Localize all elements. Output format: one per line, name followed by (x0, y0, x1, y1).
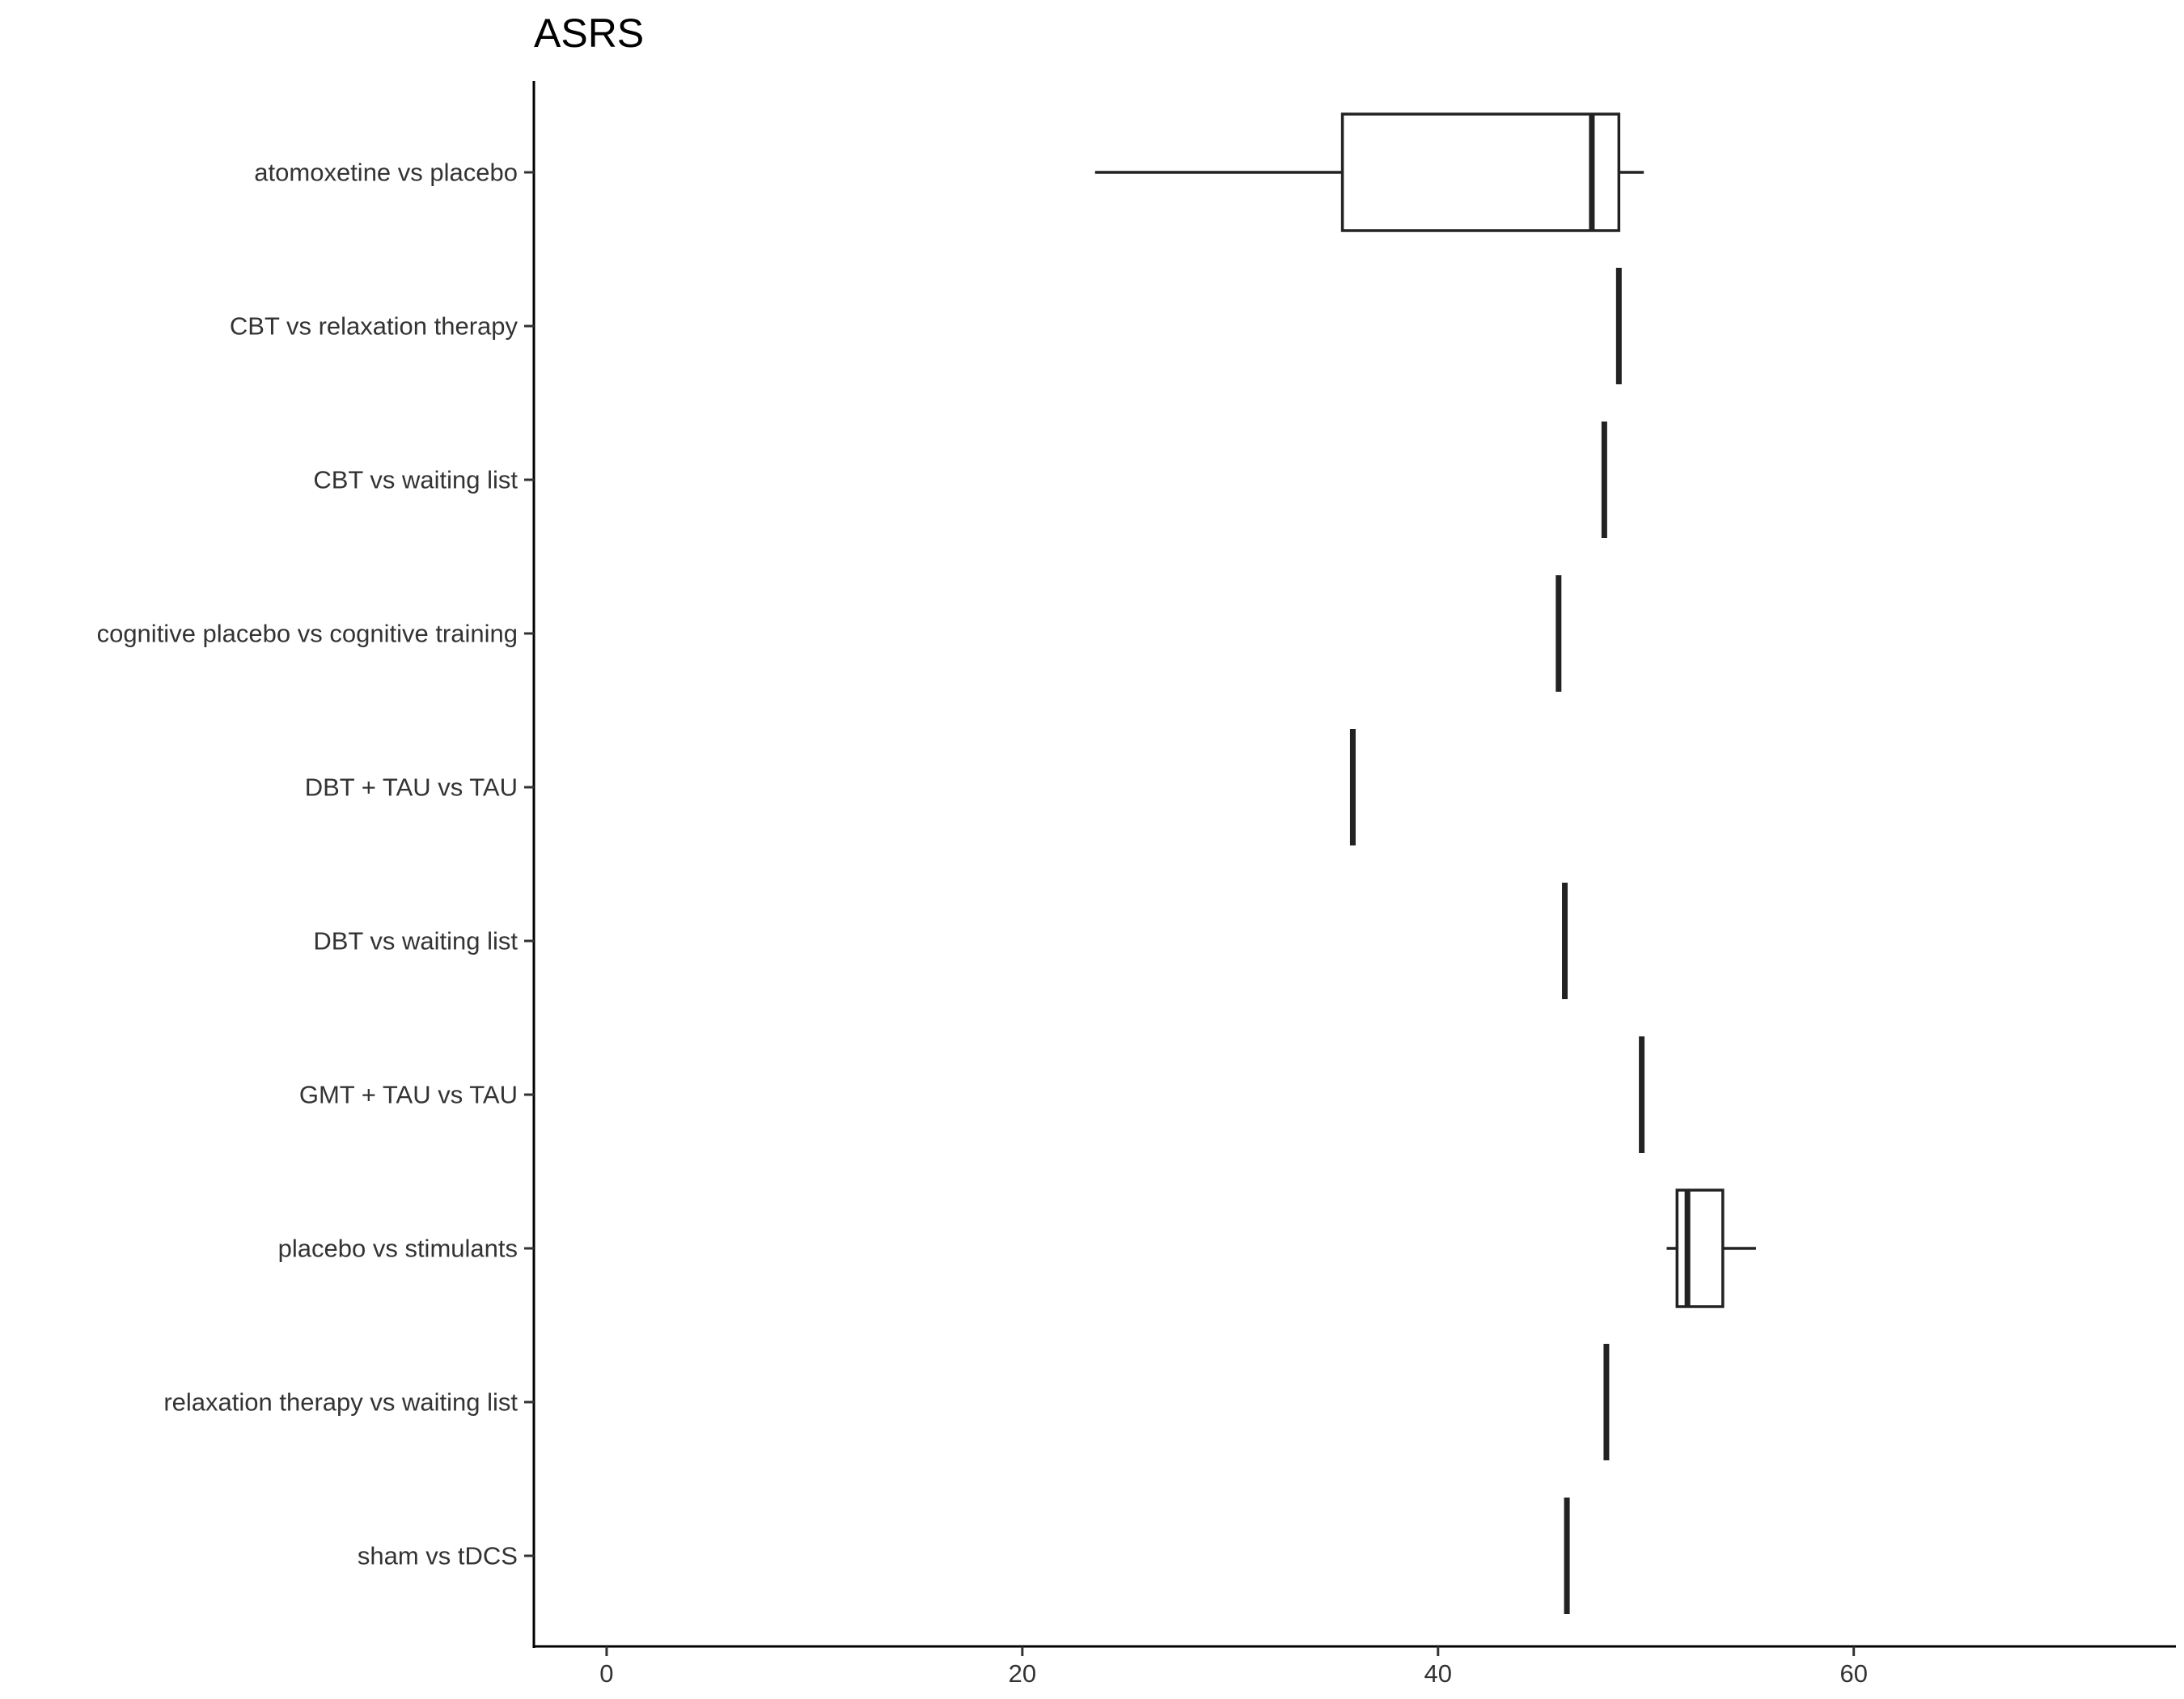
box-iqr (1675, 1188, 1725, 1308)
boxplot-8 (1666, 1188, 1756, 1308)
x-tick-label: 20 (1009, 1659, 1036, 1688)
x-axis-ticks: 0 20 40 60 (599, 1646, 1868, 1688)
box-iqr (1340, 112, 1621, 232)
y-tick-label: cognitive placebo vs cognitive training (97, 620, 518, 648)
y-tick-label: DBT + TAU vs TAU (305, 773, 518, 802)
boxplot-1 (1094, 112, 1644, 232)
x-tick-label: 60 (1839, 1659, 1867, 1688)
y-tick-label: sham vs tDCS (358, 1542, 518, 1570)
x-tick-label: 0 (599, 1659, 613, 1688)
y-tick-label: GMT + TAU vs TAU (299, 1081, 518, 1109)
y-tick-label: placebo vs stimulants (278, 1235, 518, 1263)
y-tick-label: atomoxetine vs placebo (254, 159, 518, 187)
y-tick-label: relaxation therapy vs waiting list (163, 1388, 518, 1417)
chart-title: ASRS (534, 11, 644, 56)
x-tick-label: 40 (1424, 1659, 1452, 1688)
y-tick-label: CBT vs waiting list (313, 466, 518, 494)
y-tick-label: CBT vs relaxation therapy (230, 312, 518, 341)
y-axis-ticks: atomoxetine vs placebo CBT vs relaxation … (97, 159, 534, 1570)
plot-area (1094, 112, 1756, 1614)
y-tick-label: DBT vs waiting list (313, 927, 518, 955)
